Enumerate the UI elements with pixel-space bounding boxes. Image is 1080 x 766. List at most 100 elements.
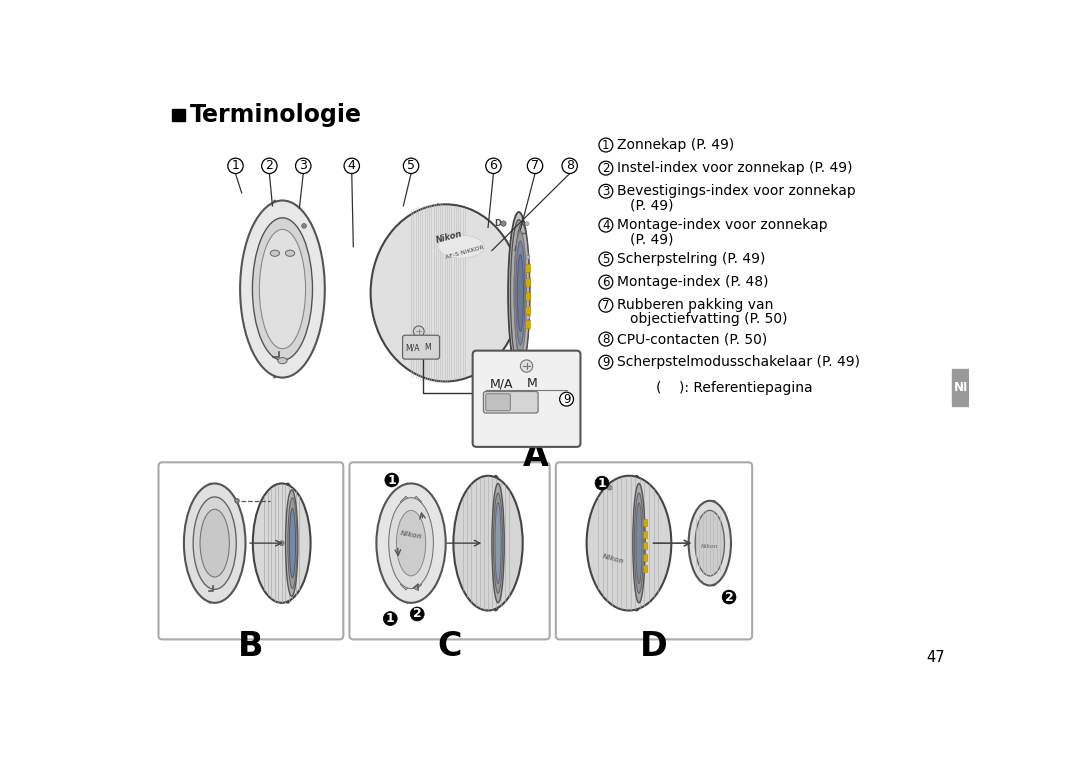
Text: 47: 47 bbox=[926, 650, 945, 665]
Text: 9: 9 bbox=[563, 393, 570, 406]
Text: B: B bbox=[238, 630, 264, 663]
Circle shape bbox=[261, 158, 278, 174]
Circle shape bbox=[559, 392, 573, 406]
Text: Terminologie: Terminologie bbox=[190, 103, 362, 127]
Text: Montage-index voor zonnekap: Montage-index voor zonnekap bbox=[618, 218, 828, 232]
Circle shape bbox=[562, 158, 578, 174]
Text: Instel-index voor zonnekap (P. 49): Instel-index voor zonnekap (P. 49) bbox=[618, 161, 853, 175]
Ellipse shape bbox=[205, 483, 216, 603]
Text: 3: 3 bbox=[603, 185, 609, 198]
Text: 5: 5 bbox=[603, 253, 609, 266]
Text: D: D bbox=[495, 219, 501, 228]
Circle shape bbox=[486, 158, 501, 174]
Text: Nikon: Nikon bbox=[400, 531, 422, 540]
Bar bbox=[411, 580, 421, 590]
Text: (P. 49): (P. 49) bbox=[631, 198, 674, 212]
Text: M: M bbox=[424, 343, 431, 352]
FancyBboxPatch shape bbox=[486, 394, 511, 411]
Circle shape bbox=[414, 326, 424, 337]
Bar bbox=[643, 531, 647, 538]
Ellipse shape bbox=[696, 510, 725, 576]
FancyBboxPatch shape bbox=[350, 463, 550, 640]
Circle shape bbox=[599, 252, 612, 266]
Ellipse shape bbox=[629, 476, 645, 611]
Text: 3: 3 bbox=[299, 159, 307, 172]
Ellipse shape bbox=[494, 493, 502, 593]
Ellipse shape bbox=[636, 502, 642, 584]
Circle shape bbox=[384, 473, 399, 487]
Bar bbox=[643, 542, 647, 549]
FancyBboxPatch shape bbox=[473, 351, 580, 447]
Bar bbox=[401, 496, 410, 506]
Ellipse shape bbox=[289, 509, 296, 578]
Text: 1: 1 bbox=[388, 473, 396, 486]
Ellipse shape bbox=[184, 483, 245, 603]
Text: D: D bbox=[639, 630, 667, 663]
Text: M/A: M/A bbox=[405, 343, 420, 352]
Circle shape bbox=[301, 224, 307, 228]
Ellipse shape bbox=[193, 497, 237, 589]
Ellipse shape bbox=[200, 509, 229, 577]
Circle shape bbox=[527, 158, 543, 174]
Circle shape bbox=[723, 590, 735, 604]
Text: 5: 5 bbox=[407, 159, 415, 172]
Ellipse shape bbox=[586, 476, 672, 611]
Ellipse shape bbox=[270, 250, 280, 257]
Ellipse shape bbox=[495, 502, 501, 584]
Circle shape bbox=[234, 499, 240, 503]
Bar bbox=[416, 539, 422, 547]
Bar bbox=[643, 554, 647, 561]
Text: 8: 8 bbox=[603, 332, 609, 345]
Bar bbox=[400, 539, 406, 547]
Bar bbox=[643, 519, 647, 526]
Bar bbox=[173, 109, 185, 121]
Circle shape bbox=[280, 541, 284, 545]
Bar bbox=[525, 264, 529, 272]
Ellipse shape bbox=[401, 483, 414, 603]
Text: M/A: M/A bbox=[489, 377, 513, 390]
Bar bbox=[525, 320, 529, 328]
Circle shape bbox=[228, 158, 243, 174]
Circle shape bbox=[599, 332, 612, 346]
Ellipse shape bbox=[253, 483, 311, 603]
Ellipse shape bbox=[377, 483, 446, 603]
Text: Montage-index (P. 48): Montage-index (P. 48) bbox=[618, 275, 769, 290]
Text: 6: 6 bbox=[603, 276, 609, 289]
Ellipse shape bbox=[516, 241, 525, 345]
Ellipse shape bbox=[508, 212, 529, 374]
Ellipse shape bbox=[278, 358, 287, 364]
Circle shape bbox=[526, 316, 530, 319]
Circle shape bbox=[345, 158, 360, 174]
Text: 2: 2 bbox=[413, 607, 421, 620]
Text: 1: 1 bbox=[603, 139, 609, 152]
Text: 2: 2 bbox=[603, 162, 609, 175]
Circle shape bbox=[525, 358, 529, 362]
Text: 1: 1 bbox=[386, 612, 394, 625]
Circle shape bbox=[410, 607, 424, 621]
Text: (P. 49): (P. 49) bbox=[631, 232, 674, 246]
Ellipse shape bbox=[514, 224, 529, 362]
Text: Nikon: Nikon bbox=[602, 553, 625, 565]
Bar bbox=[643, 565, 647, 572]
Bar bbox=[525, 292, 529, 300]
Ellipse shape bbox=[514, 231, 527, 355]
Text: AF-S NIKKOR: AF-S NIKKOR bbox=[445, 245, 485, 260]
Text: NI: NI bbox=[954, 381, 968, 394]
Text: 1: 1 bbox=[231, 159, 240, 172]
Text: M: M bbox=[527, 377, 538, 390]
Text: C: C bbox=[437, 630, 462, 663]
Circle shape bbox=[403, 158, 419, 174]
Text: Bevestigings-index voor zonnekap: Bevestigings-index voor zonnekap bbox=[618, 185, 856, 198]
Circle shape bbox=[383, 612, 397, 626]
Text: A: A bbox=[523, 440, 549, 473]
Text: 9: 9 bbox=[603, 355, 609, 368]
Ellipse shape bbox=[253, 218, 312, 360]
Circle shape bbox=[599, 355, 612, 369]
Text: 7: 7 bbox=[603, 299, 609, 312]
Ellipse shape bbox=[389, 498, 433, 588]
Circle shape bbox=[526, 255, 530, 259]
Ellipse shape bbox=[428, 205, 449, 381]
Circle shape bbox=[599, 275, 612, 289]
Bar bbox=[953, 369, 970, 406]
FancyBboxPatch shape bbox=[484, 391, 538, 413]
